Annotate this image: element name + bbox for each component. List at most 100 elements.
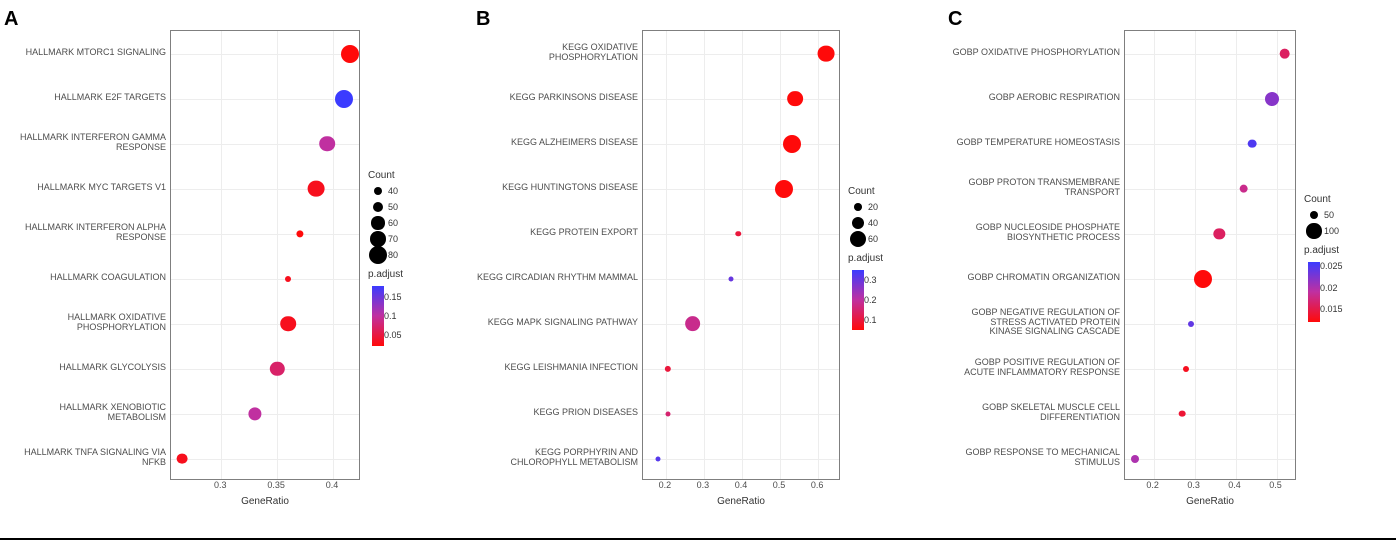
size-legend-label: 60	[388, 218, 398, 228]
data-point	[685, 316, 701, 332]
x-tick-label: 0.3	[214, 480, 227, 490]
legend: Count4050607080p.adjust0.150.10.05	[360, 30, 460, 480]
gridline-h	[643, 324, 839, 325]
category-label: KEGG PROTEIN EXPORT	[530, 210, 638, 255]
category-label: KEGG HUNTINGTONS DISEASE	[502, 165, 638, 210]
size-legend-label: 80	[388, 250, 398, 260]
size-legend-dot	[373, 202, 384, 213]
data-point	[248, 407, 261, 420]
data-point	[1214, 228, 1225, 239]
size-legend-label: 40	[388, 186, 398, 196]
panel-label: C	[948, 8, 962, 31]
gridline-h	[171, 369, 359, 370]
x-axis-ticks: 0.30.350.4	[170, 480, 360, 494]
category-label: GOBP CHROMATIN ORGANIZATION	[967, 255, 1120, 300]
gridline-h	[643, 459, 839, 460]
x-tick-label: 0.5	[773, 480, 786, 490]
category-label: GOBP TEMPERATURE HOMEOSTASIS	[957, 120, 1120, 165]
data-point	[1279, 48, 1290, 59]
category-label: GOBP POSITIVE REGULATION OF ACUTE INFLAM…	[964, 345, 1120, 390]
category-label: KEGG PORPHYRIN AND CHLOROPHYLL METABOLIS…	[510, 435, 638, 480]
size-legend-label: 100	[1324, 226, 1339, 236]
x-axis-ticks: 0.20.30.40.50.6	[642, 480, 840, 494]
data-point	[656, 456, 661, 461]
size-legend-dot	[1306, 223, 1321, 238]
category-label: KEGG PRION DISEASES	[533, 390, 638, 435]
size-legend-dot	[852, 217, 864, 229]
size-legend-row: 80	[368, 247, 460, 263]
plot-area	[170, 30, 360, 480]
gridline-h	[1125, 234, 1295, 235]
colorbar-tick-label: 0.2	[864, 295, 877, 305]
size-legend-row: 40	[848, 215, 932, 231]
size-legend-row: 20	[848, 199, 932, 215]
x-tick-label: 0.6	[811, 480, 824, 490]
size-legend-row: 60	[368, 215, 460, 231]
size-legend-label: 70	[388, 234, 398, 244]
data-point	[285, 276, 291, 282]
gridline-v	[818, 31, 819, 479]
category-label: HALLMARK GLYCOLYSIS	[59, 345, 166, 390]
y-axis-labels: HALLMARK MTORC1 SIGNALINGHALLMARK E2F TA…	[0, 30, 170, 480]
x-tick-label: 0.35	[267, 480, 285, 490]
gridline-v	[780, 31, 781, 479]
data-point	[335, 90, 353, 108]
data-point	[320, 136, 336, 152]
gridline-v	[704, 31, 705, 479]
data-point	[177, 453, 188, 464]
color-legend-title: p.adjust	[1304, 245, 1388, 256]
gridline-h	[643, 99, 839, 100]
category-label: HALLMARK COAGULATION	[50, 255, 166, 300]
colorbar-tick-label: 0.02	[1320, 283, 1338, 293]
plot-area	[1124, 30, 1296, 480]
data-point	[270, 361, 284, 375]
gridline-h	[643, 54, 839, 55]
category-label: GOBP RESPONSE TO MECHANICAL STIMULUS	[965, 435, 1120, 480]
category-label: HALLMARK INTERFERON ALPHA RESPONSE	[25, 210, 166, 255]
gridline-h	[643, 279, 839, 280]
data-point	[665, 411, 670, 416]
category-label: HALLMARK INTERFERON GAMMA RESPONSE	[20, 120, 166, 165]
colorbar-tick-label: 0.15	[384, 292, 402, 302]
gridline-v	[742, 31, 743, 479]
x-axis-title: GeneRatio	[642, 496, 840, 507]
data-point	[296, 230, 303, 237]
data-point	[308, 180, 325, 197]
colorbar-tick-label: 0.1	[864, 315, 877, 325]
data-point	[1131, 455, 1139, 463]
panel-a: AHALLMARK MTORC1 SIGNALINGHALLMARK E2F T…	[0, 8, 472, 528]
x-tick-label: 0.5	[1269, 480, 1282, 490]
size-legend-title: Count	[848, 186, 932, 197]
legend: Count50100p.adjust0.0250.020.015	[1296, 30, 1388, 480]
category-label: GOBP NEGATIVE REGULATION OF STRESS ACTIV…	[971, 300, 1120, 345]
category-label: GOBP OXIDATIVE PHOSPHORYLATION	[953, 30, 1120, 75]
category-label: KEGG OXIDATIVE PHOSPHORYLATION	[472, 30, 638, 75]
data-point	[783, 135, 801, 153]
size-legend-label: 50	[1324, 210, 1334, 220]
category-label: KEGG LEISHMANIA INFECTION	[504, 345, 638, 390]
y-axis-labels: GOBP OXIDATIVE PHOSPHORYLATIONGOBP AEROB…	[944, 30, 1124, 480]
size-legend-label: 50	[388, 202, 398, 212]
x-tick-label: 0.4	[1228, 480, 1241, 490]
color-legend-title: p.adjust	[368, 269, 460, 280]
gridline-h	[643, 144, 839, 145]
category-label: KEGG PARKINSONS DISEASE	[510, 75, 638, 120]
size-legend-title: Count	[1304, 194, 1388, 205]
category-label: HALLMARK MYC TARGETS V1	[37, 165, 166, 210]
x-tick-label: 0.3	[697, 480, 710, 490]
x-axis-title: GeneRatio	[170, 496, 360, 507]
size-legend-row: 70	[368, 231, 460, 247]
gridline-h	[171, 99, 359, 100]
data-point	[735, 231, 740, 236]
category-label: HALLMARK OXIDATIVE PHOSPHORYLATION	[68, 300, 166, 345]
gridline-h	[1125, 144, 1295, 145]
data-point	[1265, 92, 1279, 106]
gridline-v	[1154, 31, 1155, 479]
gridline-h	[1125, 414, 1295, 415]
legend: Count204060p.adjust0.30.20.1	[840, 30, 932, 480]
colorbar-tick-label: 0.05	[384, 330, 402, 340]
category-label: KEGG MAPK SIGNALING PATHWAY	[488, 300, 638, 345]
colorbar-tick-label: 0.015	[1320, 304, 1343, 314]
gridline-h	[171, 189, 359, 190]
size-legend-row: 60	[848, 231, 932, 247]
